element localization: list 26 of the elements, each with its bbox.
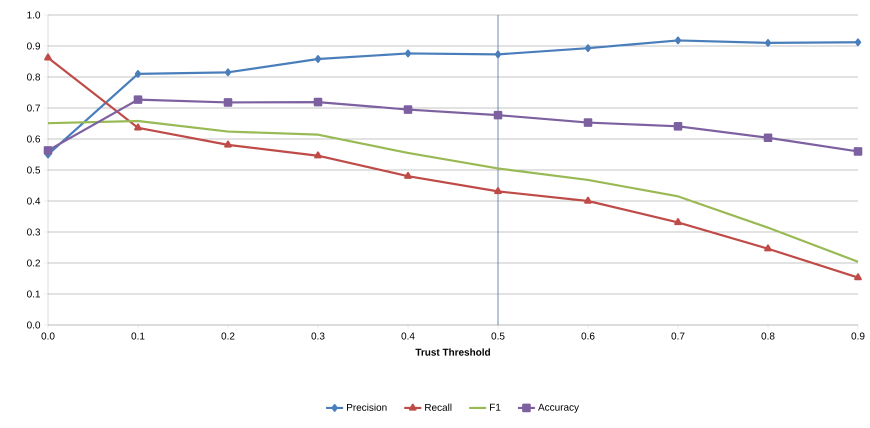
y-tick-label: 1.0 — [27, 11, 40, 19]
y-tick-label: 0.3 — [27, 228, 40, 236]
legend-label: Recall — [425, 404, 452, 411]
x-tick-label: 0.4 — [401, 332, 415, 340]
y-tick-label: 0.0 — [27, 321, 40, 329]
y-tick-label: 0.6 — [27, 135, 40, 143]
x-axis-title: Trust Threshold — [415, 348, 490, 356]
y-tick-label: 0.1 — [27, 290, 40, 298]
x-tick-label: 0.0 — [41, 332, 55, 340]
y-tick-label: 0.8 — [27, 73, 40, 81]
x-tick-label: 0.9 — [851, 332, 864, 340]
x-tick-label: 0.8 — [761, 332, 774, 340]
legend-label: Precision — [347, 404, 387, 411]
y-tick-label: 0.2 — [27, 259, 40, 267]
x-tick-label: 0.7 — [671, 332, 684, 340]
x-tick-label: 0.3 — [311, 332, 324, 340]
y-tick-label: 0.4 — [27, 197, 40, 205]
legend-label: Accuracy — [538, 404, 579, 413]
y-tick-label: 0.7 — [27, 104, 40, 112]
y-tick-label: 0.9 — [27, 42, 40, 50]
x-tick-label: 0.1 — [131, 332, 144, 340]
x-tick-label: 0.6 — [581, 332, 594, 340]
y-tick-label: 0.5 — [27, 166, 40, 174]
legend-label: F1 — [490, 404, 500, 411]
x-tick-label: 0.5 — [491, 332, 505, 340]
x-tick-label: 0.2 — [221, 332, 234, 340]
